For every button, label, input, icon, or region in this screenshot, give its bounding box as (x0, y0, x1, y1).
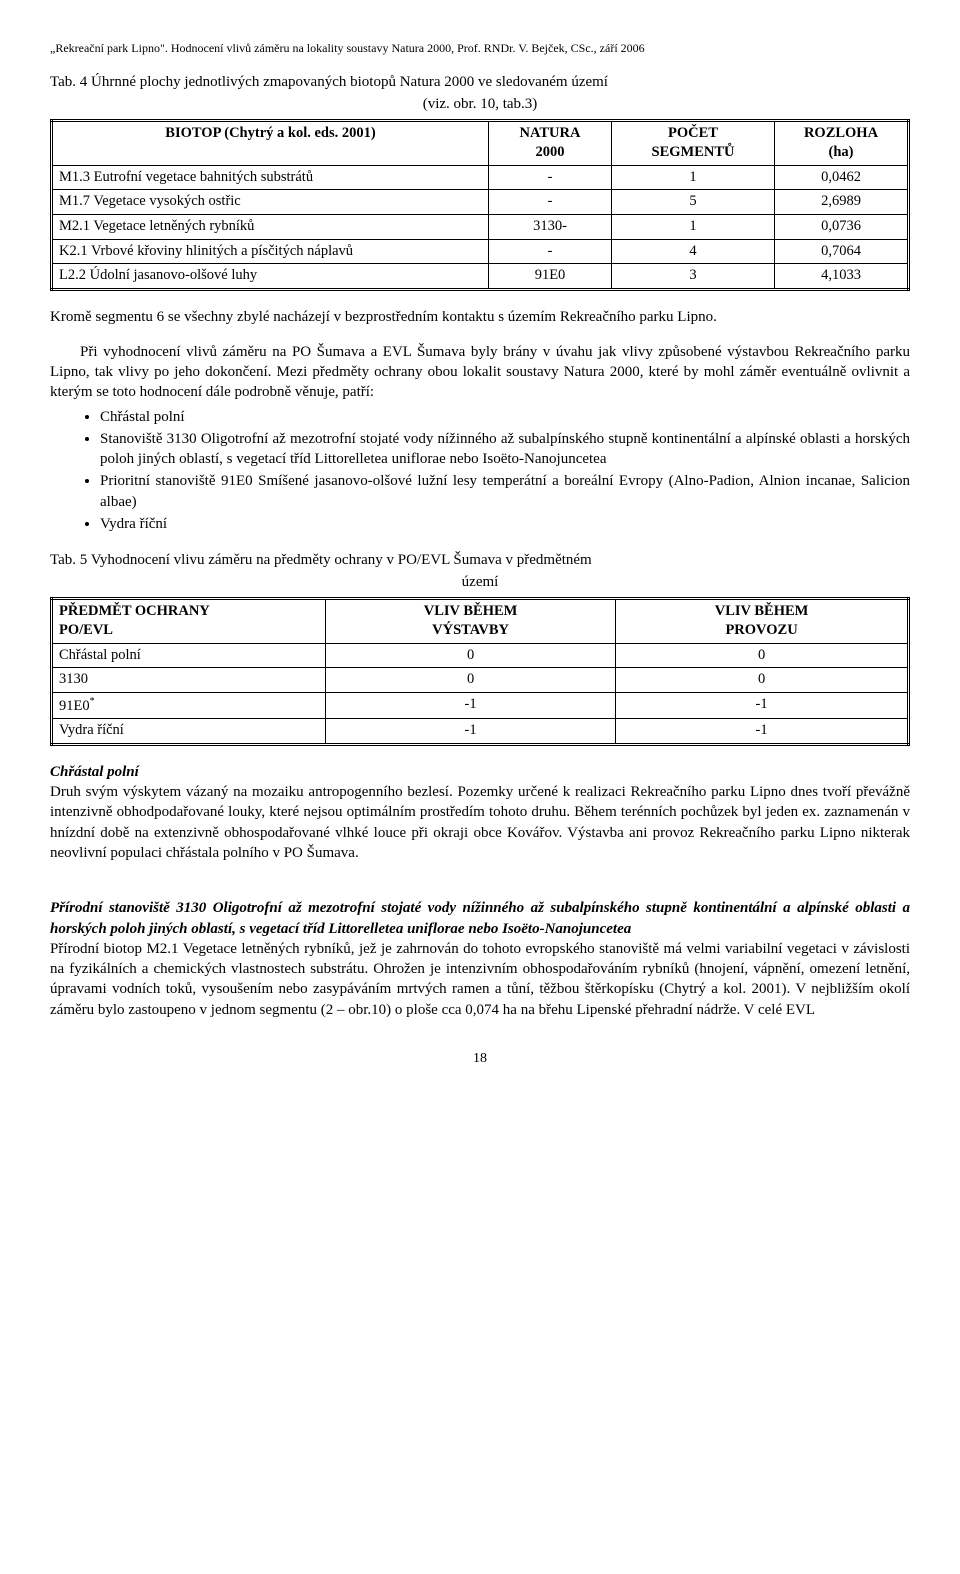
cell: - (489, 190, 612, 215)
section-body: Přírodní biotop M2.1 Vegetace letněných … (50, 941, 910, 1018)
cell: 91E0* (52, 692, 326, 718)
cell: L2.2 Údolní jasanovo-olšové luhy (52, 264, 489, 290)
cell: 3 (612, 264, 775, 290)
th-predmet-a: PŘEDMĚT OCHRANY (59, 603, 210, 619)
th-rozloha: ROZLOHA (ha) (775, 120, 909, 165)
table-row: K2.1 Vrbové křoviny hlinitých a písčitýc… (52, 239, 909, 264)
cell: -1 (326, 719, 616, 745)
table-row: 91E0* -1 -1 (52, 692, 909, 718)
paragraph-2: Při vyhodnocení vlivů záměru na PO Šumav… (50, 342, 910, 403)
cell: 0 (616, 643, 909, 668)
list-item: Chřástal polní (100, 407, 910, 427)
th-v1b: VÝSTAVBY (432, 622, 509, 638)
cell: 1 (612, 214, 775, 239)
cell: 0,7064 (775, 239, 909, 264)
table-row: M1.7 Vegetace vysokých ostřic - 5 2,6989 (52, 190, 909, 215)
table-header-row: BIOTOP (Chytrý a kol. eds. 2001) NATURA … (52, 120, 909, 165)
tab5-caption-1: Tab. 5 Vyhodnocení vlivu záměru na předm… (50, 550, 910, 570)
cell-text: 91E0 (59, 698, 90, 714)
section-3130: Přírodní stanoviště 3130 Oligotrofní až … (50, 898, 910, 1020)
th-pocet-a: POČET (668, 125, 718, 141)
th-v2b: PROVOZU (725, 622, 797, 638)
cell: - (489, 165, 612, 190)
table-row: 3130 0 0 (52, 668, 909, 693)
list-item: Prioritní stanoviště 91E0 Smíšené jasano… (100, 471, 910, 512)
th-natura-b: 2000 (536, 144, 565, 160)
cell: Chřástal polní (52, 643, 326, 668)
cell: 2,6989 (775, 190, 909, 215)
th-vliv-vystavby: VLIV BĚHEM VÝSTAVBY (326, 598, 616, 643)
cell: K2.1 Vrbové křoviny hlinitých a písčitýc… (52, 239, 489, 264)
cell-sup: * (90, 696, 95, 707)
cell: 0 (616, 668, 909, 693)
cell: -1 (616, 692, 909, 718)
cell: -1 (326, 692, 616, 718)
cell: 1 (612, 165, 775, 190)
table-row: M1.3 Eutrofní vegetace bahnitých substrá… (52, 165, 909, 190)
cell: - (489, 239, 612, 264)
tab4-caption-1: Tab. 4 Úhrnné plochy jednotlivých zmapov… (50, 72, 910, 92)
cell: 4,1033 (775, 264, 909, 290)
section-chrastal: Chřástal polní Druh svým výskytem vázaný… (50, 762, 910, 863)
cell: 0,0462 (775, 165, 909, 190)
th-predmet: PŘEDMĚT OCHRANY PO/EVL (52, 598, 326, 643)
table-4: BIOTOP (Chytrý a kol. eds. 2001) NATURA … (50, 119, 910, 291)
th-vliv-provozu: VLIV BĚHEM PROVOZU (616, 598, 909, 643)
cell: 5 (612, 190, 775, 215)
section-title: Přírodní stanoviště 3130 Oligotrofní až … (50, 900, 910, 936)
table-row: L2.2 Údolní jasanovo-olšové luhy 91E0 3 … (52, 264, 909, 290)
section-body: Druh svým výskytem vázaný na mozaiku ant… (50, 784, 910, 861)
cell: M2.1 Vegetace letněných rybníků (52, 214, 489, 239)
cell: 91E0 (489, 264, 612, 290)
th-roz-b: (ha) (829, 144, 854, 160)
th-biotop-text: BIOTOP (Chytrý a kol. eds. 2001) (165, 125, 375, 141)
th-roz-a: ROZLOHA (804, 125, 878, 141)
th-natura-a: NATURA (520, 125, 581, 141)
cell: 3130- (489, 214, 612, 239)
bullet-list: Chřástal polní Stanoviště 3130 Oligotrof… (50, 407, 910, 535)
th-natura: NATURA 2000 (489, 120, 612, 165)
table-5: PŘEDMĚT OCHRANY PO/EVL VLIV BĚHEM VÝSTAV… (50, 597, 910, 746)
table-header-row: PŘEDMĚT OCHRANY PO/EVL VLIV BĚHEM VÝSTAV… (52, 598, 909, 643)
page-header: „Rekreační park Lipno". Hodnocení vlivů … (50, 40, 910, 56)
cell: 3130 (52, 668, 326, 693)
paragraph-1: Kromě segmentu 6 se všechny zbylé nacház… (50, 307, 910, 327)
cell: 0,0736 (775, 214, 909, 239)
th-pocet-b: SEGMENTŮ (652, 144, 735, 160)
th-v2a: VLIV BĚHEM (715, 603, 809, 619)
list-item: Stanoviště 3130 Oligotrofní až mezotrofn… (100, 429, 910, 470)
table-row: Chřástal polní 0 0 (52, 643, 909, 668)
th-predmet-b: PO/EVL (59, 622, 113, 638)
cell: M1.3 Eutrofní vegetace bahnitých substrá… (52, 165, 489, 190)
th-v1a: VLIV BĚHEM (424, 603, 518, 619)
table-row: Vydra říční -1 -1 (52, 719, 909, 745)
cell: M1.7 Vegetace vysokých ostřic (52, 190, 489, 215)
page-number: 18 (50, 1050, 910, 1069)
th-pocet: POČET SEGMENTŮ (612, 120, 775, 165)
tab4-caption-2: (viz. obr. 10, tab.3) (50, 94, 910, 114)
table-row: M2.1 Vegetace letněných rybníků 3130- 1 … (52, 214, 909, 239)
th-biotop: BIOTOP (Chytrý a kol. eds. 2001) (52, 120, 489, 165)
tab5-caption-2: území (50, 572, 910, 592)
cell: 4 (612, 239, 775, 264)
cell: 0 (326, 668, 616, 693)
cell: 0 (326, 643, 616, 668)
list-item: Vydra říční (100, 514, 910, 534)
section-title: Chřástal polní (50, 764, 139, 780)
cell: -1 (616, 719, 909, 745)
cell: Vydra říční (52, 719, 326, 745)
